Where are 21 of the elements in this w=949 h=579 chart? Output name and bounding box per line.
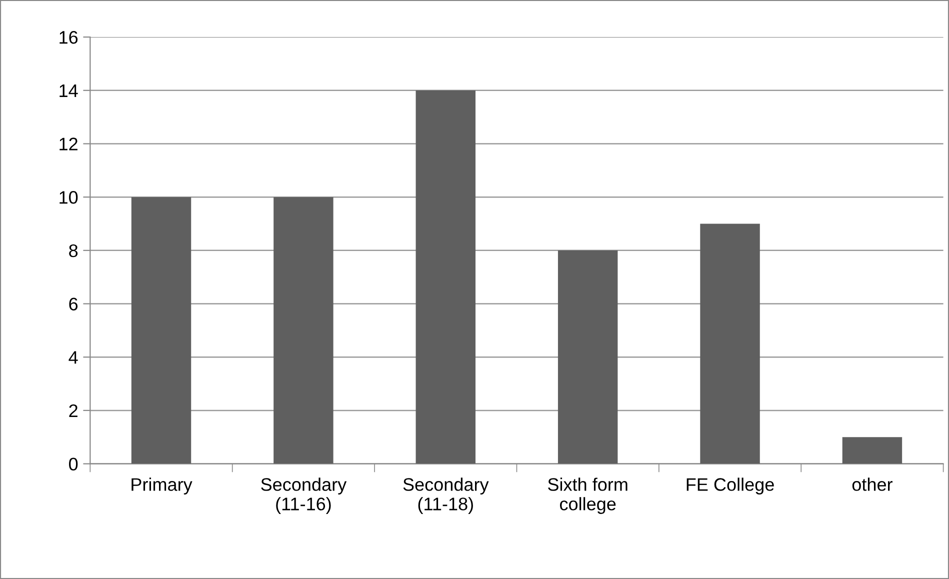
x-tick-label: Secondary (11-18) <box>403 478 489 514</box>
y-tick-label: 16 <box>60 30 78 44</box>
bar <box>274 197 334 464</box>
y-tick-label: 8 <box>69 244 78 258</box>
y-tick-label: 12 <box>60 138 78 150</box>
x-tick-label: Secondary (11-16) <box>261 478 347 514</box>
x-tick-label: other <box>852 478 892 491</box>
y-tick-label: 4 <box>68 351 78 364</box>
x-tick-label: Primary <box>132 478 192 494</box>
y-tick-label: 14 <box>60 84 78 97</box>
bar <box>416 90 476 464</box>
y-tick-label: 0 <box>69 458 78 470</box>
y-tick-label: 10 <box>60 191 78 204</box>
y-tick-label: 6 <box>69 298 78 310</box>
bar <box>558 250 618 464</box>
x-tick-label: FE College <box>686 478 774 494</box>
bar <box>131 197 192 464</box>
bar <box>700 224 760 464</box>
y-tick-label: 2 <box>69 404 78 417</box>
bar <box>842 437 902 464</box>
x-tick-label: Sixth form college <box>548 478 628 514</box>
